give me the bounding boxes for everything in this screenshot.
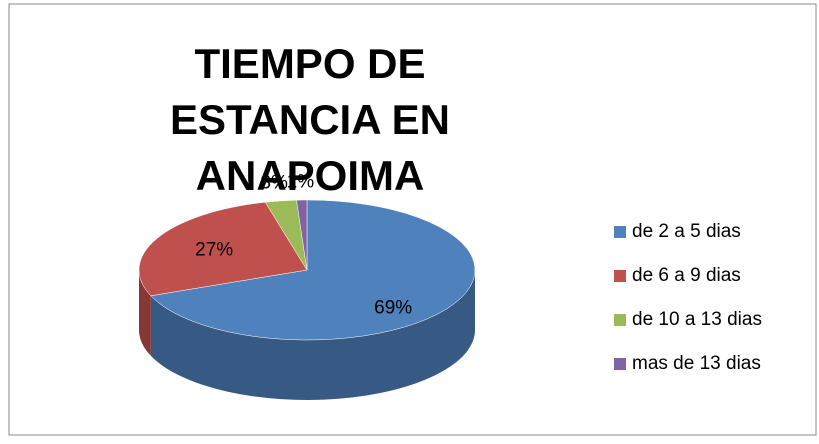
pie-slice bbox=[138, 201, 308, 297]
data-label: 3% bbox=[260, 173, 288, 194]
legend-label: mas de 13 dias bbox=[632, 353, 761, 374]
legend-label: de 2 a 5 dias bbox=[632, 221, 741, 242]
legend-label: de 10 a 13 dias bbox=[632, 309, 762, 330]
pie-side bbox=[139, 270, 151, 356]
data-label: 1% bbox=[287, 172, 315, 193]
pie-side bbox=[150, 270, 475, 400]
data-label: 27% bbox=[195, 239, 233, 260]
legend-swatch bbox=[614, 358, 626, 370]
data-label: 69% bbox=[374, 297, 412, 318]
pie-slice bbox=[150, 199, 476, 341]
pie-slice bbox=[296, 199, 308, 271]
legend-label: de 6 a 9 dias bbox=[632, 265, 741, 286]
legend-swatch bbox=[614, 226, 626, 238]
legend-swatch bbox=[614, 270, 626, 282]
chart-title: TIEMPO DE ESTANCIA EN ANAPOIMA bbox=[169, 40, 450, 199]
legend-swatch bbox=[614, 314, 626, 326]
